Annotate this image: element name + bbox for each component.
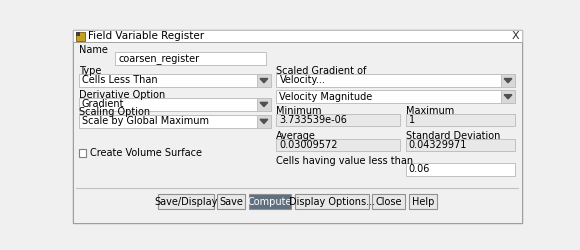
- Bar: [79, 115, 271, 128]
- Text: X: X: [512, 31, 520, 41]
- Text: Type: Type: [79, 66, 101, 76]
- Polygon shape: [504, 78, 512, 83]
- Polygon shape: [504, 95, 512, 99]
- Text: Display Options...: Display Options...: [289, 197, 375, 207]
- Bar: [257, 98, 271, 111]
- Bar: [75, 32, 85, 41]
- Text: Cells having value less than: Cells having value less than: [276, 156, 414, 166]
- Bar: [158, 194, 213, 210]
- Bar: [79, 74, 271, 87]
- Text: Compute: Compute: [248, 197, 292, 207]
- Polygon shape: [260, 78, 268, 83]
- Bar: [276, 74, 515, 87]
- Bar: [409, 194, 437, 210]
- Text: Average: Average: [276, 131, 316, 141]
- Bar: [276, 114, 400, 126]
- Text: 0.03009572: 0.03009572: [280, 140, 338, 150]
- Text: coarsen_register: coarsen_register: [118, 53, 200, 64]
- Bar: [115, 52, 266, 65]
- Text: 0.04329971: 0.04329971: [409, 140, 467, 150]
- Text: Minimum: Minimum: [276, 106, 322, 116]
- Text: Field Variable Register: Field Variable Register: [88, 31, 204, 41]
- Text: 0.06: 0.06: [409, 164, 430, 174]
- Bar: [257, 74, 271, 87]
- Text: Derivative Option: Derivative Option: [79, 90, 165, 100]
- Text: Scale by Global Maximum: Scale by Global Maximum: [82, 116, 209, 126]
- Bar: [276, 138, 400, 151]
- Bar: [218, 194, 245, 210]
- Text: 3.733539e-06: 3.733539e-06: [280, 115, 347, 125]
- Bar: [79, 98, 271, 111]
- Bar: [79, 149, 86, 157]
- Text: Velocity Magnitude: Velocity Magnitude: [280, 92, 373, 102]
- Bar: [406, 138, 515, 151]
- Text: 1: 1: [409, 115, 415, 125]
- Bar: [501, 90, 515, 103]
- Bar: [249, 194, 291, 210]
- Bar: [72, 30, 522, 42]
- Bar: [501, 74, 515, 87]
- Text: Scaled Gradient of: Scaled Gradient of: [276, 66, 367, 76]
- Text: Cells Less Than: Cells Less Than: [82, 76, 157, 86]
- Bar: [257, 115, 271, 128]
- Bar: [276, 90, 515, 103]
- Text: Save/Display: Save/Display: [154, 197, 218, 207]
- Text: Help: Help: [412, 197, 434, 207]
- Text: Close: Close: [375, 197, 402, 207]
- Bar: [295, 194, 368, 210]
- Bar: [406, 114, 515, 126]
- Text: Scaling Option: Scaling Option: [79, 107, 150, 117]
- Bar: [75, 32, 80, 36]
- Bar: [372, 194, 405, 210]
- Text: Standard Deviation: Standard Deviation: [406, 131, 500, 141]
- Polygon shape: [260, 102, 268, 106]
- Polygon shape: [260, 119, 268, 124]
- Text: Save: Save: [219, 197, 244, 207]
- Text: Velocity...: Velocity...: [280, 76, 325, 86]
- Text: Gradient: Gradient: [82, 99, 124, 109]
- Text: Create Volume Surface: Create Volume Surface: [89, 148, 202, 158]
- Text: Name: Name: [79, 46, 107, 56]
- Bar: [406, 163, 515, 175]
- Text: Maximum: Maximum: [406, 106, 454, 116]
